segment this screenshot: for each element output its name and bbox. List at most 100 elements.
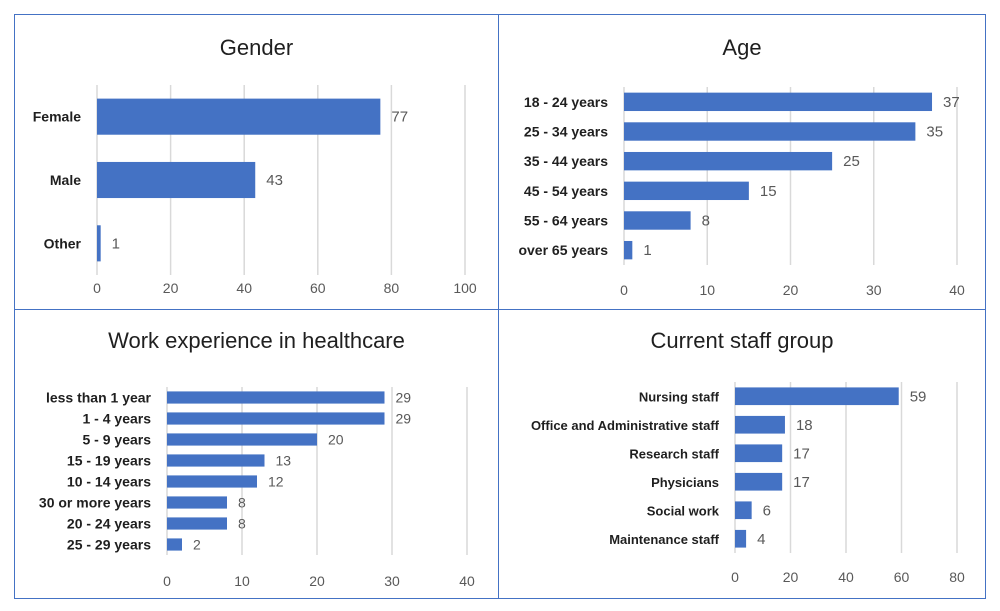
work-experience-category-label: 15 - 19 years	[67, 453, 151, 469]
age-category-label: over 65 years	[518, 242, 608, 258]
age-x-tick-label: 0	[620, 282, 628, 298]
age-data-label: 25	[843, 153, 860, 170]
age-data-label: 37	[943, 94, 960, 111]
staff-group-bar	[735, 529, 747, 548]
staff-group-data-label: 4	[757, 531, 765, 548]
age-chart: 0 10 20 30 40 18 - 24 years 37 25 - 34 years 35 3…	[518, 87, 965, 298]
staff-group-x-tick-label: 60	[894, 569, 910, 585]
age-x-tick-label: 30	[866, 282, 882, 298]
staff-group-data-label: 59	[910, 388, 927, 405]
work-experience-data-label: 8	[238, 495, 246, 511]
age-category-label: 25 - 34 years	[524, 124, 608, 140]
work-experience-data-label: 13	[276, 453, 292, 469]
age-x-tick-label: 40	[949, 282, 965, 298]
gender-x-tick-label: 80	[384, 280, 400, 296]
staff-group-category-label: Maintenance staff	[609, 532, 719, 547]
work-experience-bar	[167, 475, 257, 488]
work-experience-category-label: 5 - 9 years	[83, 432, 152, 448]
gender-x-tick-label: 20	[163, 280, 179, 296]
staff-group-category-label: Physicians	[651, 475, 719, 490]
staff-group-bar	[735, 387, 899, 406]
work-experience-category-label: 10 - 14 years	[67, 474, 151, 490]
work-experience-chart: 0 10 20 30 40 less than 1 year 29 1 - 4 years 29…	[39, 387, 475, 589]
work-experience-data-label: 20	[328, 432, 344, 448]
staff-group-x-tick-label: 40	[838, 569, 854, 585]
age-x-tick-label: 10	[699, 282, 715, 298]
gender-chart-panel: Gender 0 20 40 60 80 100 Female 77 Male 43 Other 1	[14, 14, 499, 310]
work-experience-bar	[167, 412, 385, 425]
age-data-label: 1	[643, 242, 651, 259]
work-experience-chart-panel: Work experience in healthcare 0 10 20 30 40 l…	[14, 309, 499, 599]
staff-group-chart: 0 20 40 60 80 Nursing staff 59 Office and Admin…	[531, 382, 965, 585]
gender-data-label: 77	[391, 109, 408, 126]
age-category-label: 45 - 54 years	[524, 183, 608, 199]
work-experience-category-label: 1 - 4 years	[83, 411, 152, 427]
staff-group-category-label: Social work	[647, 503, 720, 518]
gender-x-tick-label: 0	[93, 280, 101, 296]
work-experience-category-label: 20 - 24 years	[67, 516, 151, 532]
work-experience-bar	[167, 496, 227, 509]
gender-bar	[97, 98, 381, 135]
work-experience-data-label: 2	[193, 537, 201, 553]
age-bar	[624, 240, 633, 260]
age-data-label: 8	[702, 213, 710, 230]
staff-group-bar	[735, 501, 752, 520]
work-experience-x-tick-label: 40	[459, 573, 475, 589]
staff-group-x-tick-label: 80	[949, 569, 965, 585]
work-experience-x-tick-label: 30	[384, 573, 400, 589]
staff-group-chart-panel: Current staff group 0 20 40 60 80 Nursing sta…	[498, 309, 986, 599]
work-experience-bar	[167, 433, 317, 446]
work-experience-data-label: 29	[396, 411, 412, 427]
staff-group-category-label: Research staff	[629, 446, 719, 461]
work-experience-x-tick-label: 20	[309, 573, 325, 589]
gender-bar	[97, 225, 101, 262]
age-category-label: 55 - 64 years	[524, 213, 608, 229]
gender-category-label: Male	[50, 172, 81, 188]
age-bar	[624, 151, 833, 171]
staff-group-data-label: 17	[793, 474, 810, 491]
age-bar	[624, 181, 749, 201]
work-experience-category-label: 25 - 29 years	[67, 537, 151, 553]
work-experience-x-tick-label: 0	[163, 573, 171, 589]
gender-category-label: Other	[44, 235, 82, 251]
age-bar	[624, 211, 691, 230]
staff-group-bar	[735, 415, 785, 434]
age-bar	[624, 122, 916, 141]
work-experience-data-label: 29	[396, 390, 412, 406]
staff-group-category-label: Nursing staff	[639, 389, 720, 404]
staff-group-chart-title: Current staff group	[650, 328, 834, 353]
staff-group-data-label: 17	[793, 445, 810, 462]
gender-chart: 0 20 40 60 80 100 Female 77 Male 43 Other 1	[33, 85, 477, 296]
gender-data-label: 43	[266, 172, 283, 189]
work-experience-bar	[167, 538, 182, 551]
gender-x-tick-label: 40	[236, 280, 252, 296]
staff-group-x-tick-label: 0	[731, 569, 739, 585]
age-chart-panel: Age 0 10 20 30 40 18 - 24 years 37 25 - 34 year…	[498, 14, 986, 310]
gender-x-tick-label: 100	[453, 280, 477, 296]
age-chart-title: Age	[722, 35, 762, 60]
work-experience-data-label: 12	[268, 474, 284, 490]
work-experience-bar	[167, 454, 265, 467]
gender-x-tick-label: 60	[310, 280, 326, 296]
staff-group-data-label: 18	[796, 417, 813, 434]
age-data-label: 15	[760, 183, 777, 200]
work-experience-x-tick-label: 10	[234, 573, 250, 589]
age-bar	[624, 92, 933, 112]
age-category-label: 18 - 24 years	[524, 94, 608, 110]
staff-group-x-tick-label: 20	[783, 569, 799, 585]
staff-group-bar	[735, 472, 783, 491]
staff-group-bar	[735, 444, 783, 463]
work-experience-category-label: 30 or more years	[39, 495, 151, 511]
work-experience-data-label: 8	[238, 516, 246, 532]
staff-group-category-label: Office and Administrative staff	[531, 418, 720, 433]
age-category-label: 35 - 44 years	[524, 153, 608, 169]
work-experience-bar	[167, 517, 227, 530]
staff-group-data-label: 6	[763, 502, 771, 519]
gender-chart-title: Gender	[219, 35, 294, 60]
gender-bar	[97, 161, 256, 199]
age-x-tick-label: 20	[783, 282, 799, 298]
work-experience-bar	[167, 391, 385, 404]
work-experience-category-label: less than 1 year	[46, 390, 152, 406]
gender-data-label: 1	[112, 235, 120, 252]
work-experience-chart-title: Work experience in healthcare	[108, 328, 405, 353]
